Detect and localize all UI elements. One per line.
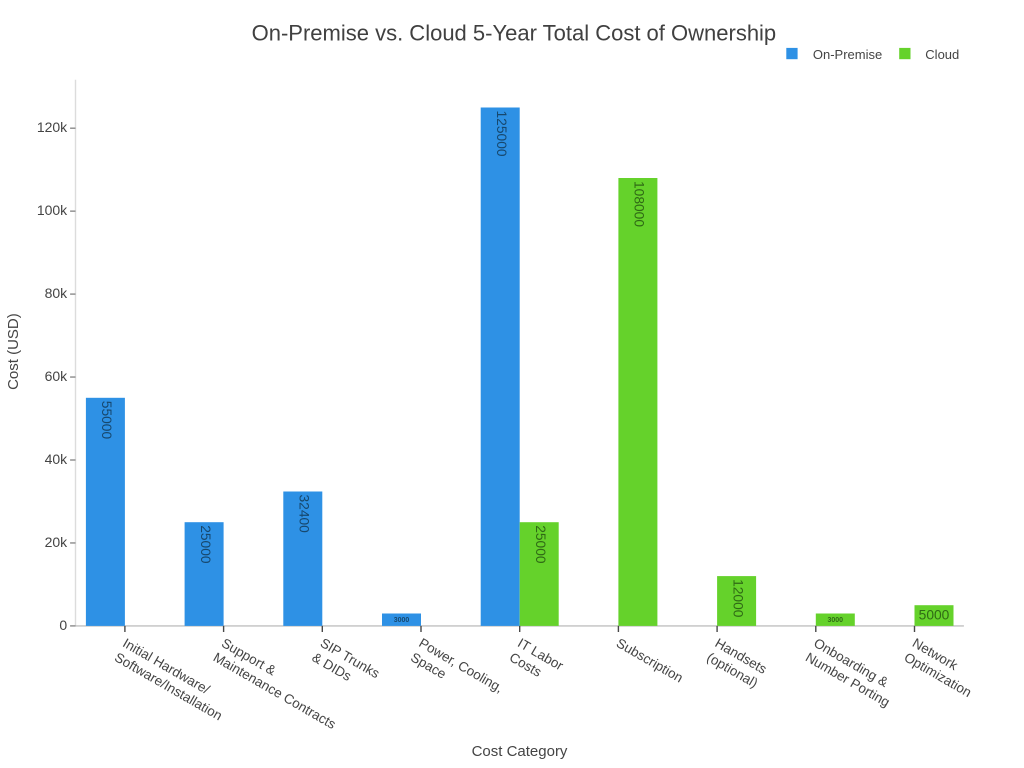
svg-text:5000: 5000 — [919, 608, 950, 623]
svg-text:20k: 20k — [45, 534, 69, 550]
svg-text:55000: 55000 — [99, 401, 114, 440]
svg-text:108000: 108000 — [632, 181, 647, 227]
svg-text:12000: 12000 — [730, 579, 745, 618]
svg-text:40k: 40k — [45, 451, 69, 467]
svg-text:Cost Category: Cost Category — [472, 743, 568, 760]
svg-text:32400: 32400 — [297, 495, 312, 534]
svg-text:60k: 60k — [45, 368, 69, 384]
svg-text:Cost (USD): Cost (USD) — [5, 313, 22, 390]
svg-text:120k: 120k — [37, 119, 68, 135]
svg-text:100k: 100k — [37, 202, 68, 218]
svg-text:80k: 80k — [45, 285, 69, 301]
svg-text:Cloud: Cloud — [925, 47, 959, 62]
svg-text:25000: 25000 — [198, 525, 213, 564]
svg-text:3000: 3000 — [394, 617, 410, 624]
svg-text:25000: 25000 — [533, 525, 548, 564]
svg-text:125000: 125000 — [494, 111, 509, 157]
svg-text:On-Premise vs. Cloud 5-Year To: On-Premise vs. Cloud 5-Year Total Cost o… — [252, 20, 777, 45]
svg-text:3000: 3000 — [828, 617, 844, 624]
svg-text:0: 0 — [59, 617, 67, 633]
svg-text:On-Premise: On-Premise — [813, 47, 882, 62]
